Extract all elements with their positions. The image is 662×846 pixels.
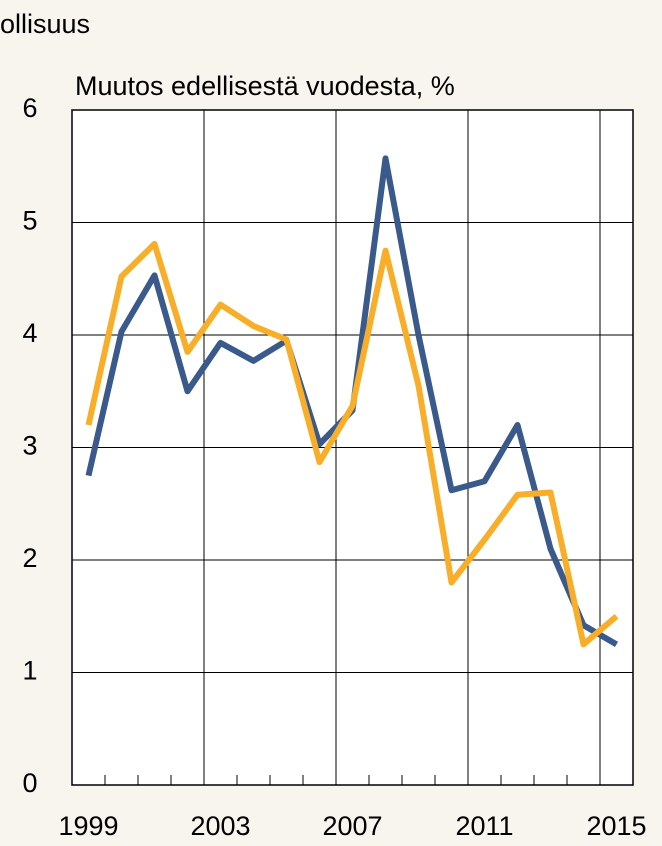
x-tick-label: 2003 [190, 811, 250, 841]
y-tick-label: 6 [22, 93, 37, 123]
y-tick-label: 2 [22, 543, 37, 573]
x-tick-label: 2011 [455, 811, 513, 841]
y-tick-label: 3 [22, 431, 37, 461]
chart-subtitle: Muutos edellisestä vuodesta, % [75, 71, 455, 101]
plot-frame [71, 109, 634, 786]
y-tick-label: 5 [22, 206, 37, 236]
y-tick-label: 4 [22, 318, 37, 348]
x-tick-label: 1999 [58, 811, 118, 841]
x-tick-label: 2007 [322, 811, 382, 841]
chart-title: ollisuus [0, 9, 90, 39]
y-tick-label: 0 [22, 768, 37, 798]
y-tick-label: 1 [22, 656, 37, 686]
series-line [85, 240, 619, 648]
x-tick-label: 2015 [586, 811, 646, 841]
